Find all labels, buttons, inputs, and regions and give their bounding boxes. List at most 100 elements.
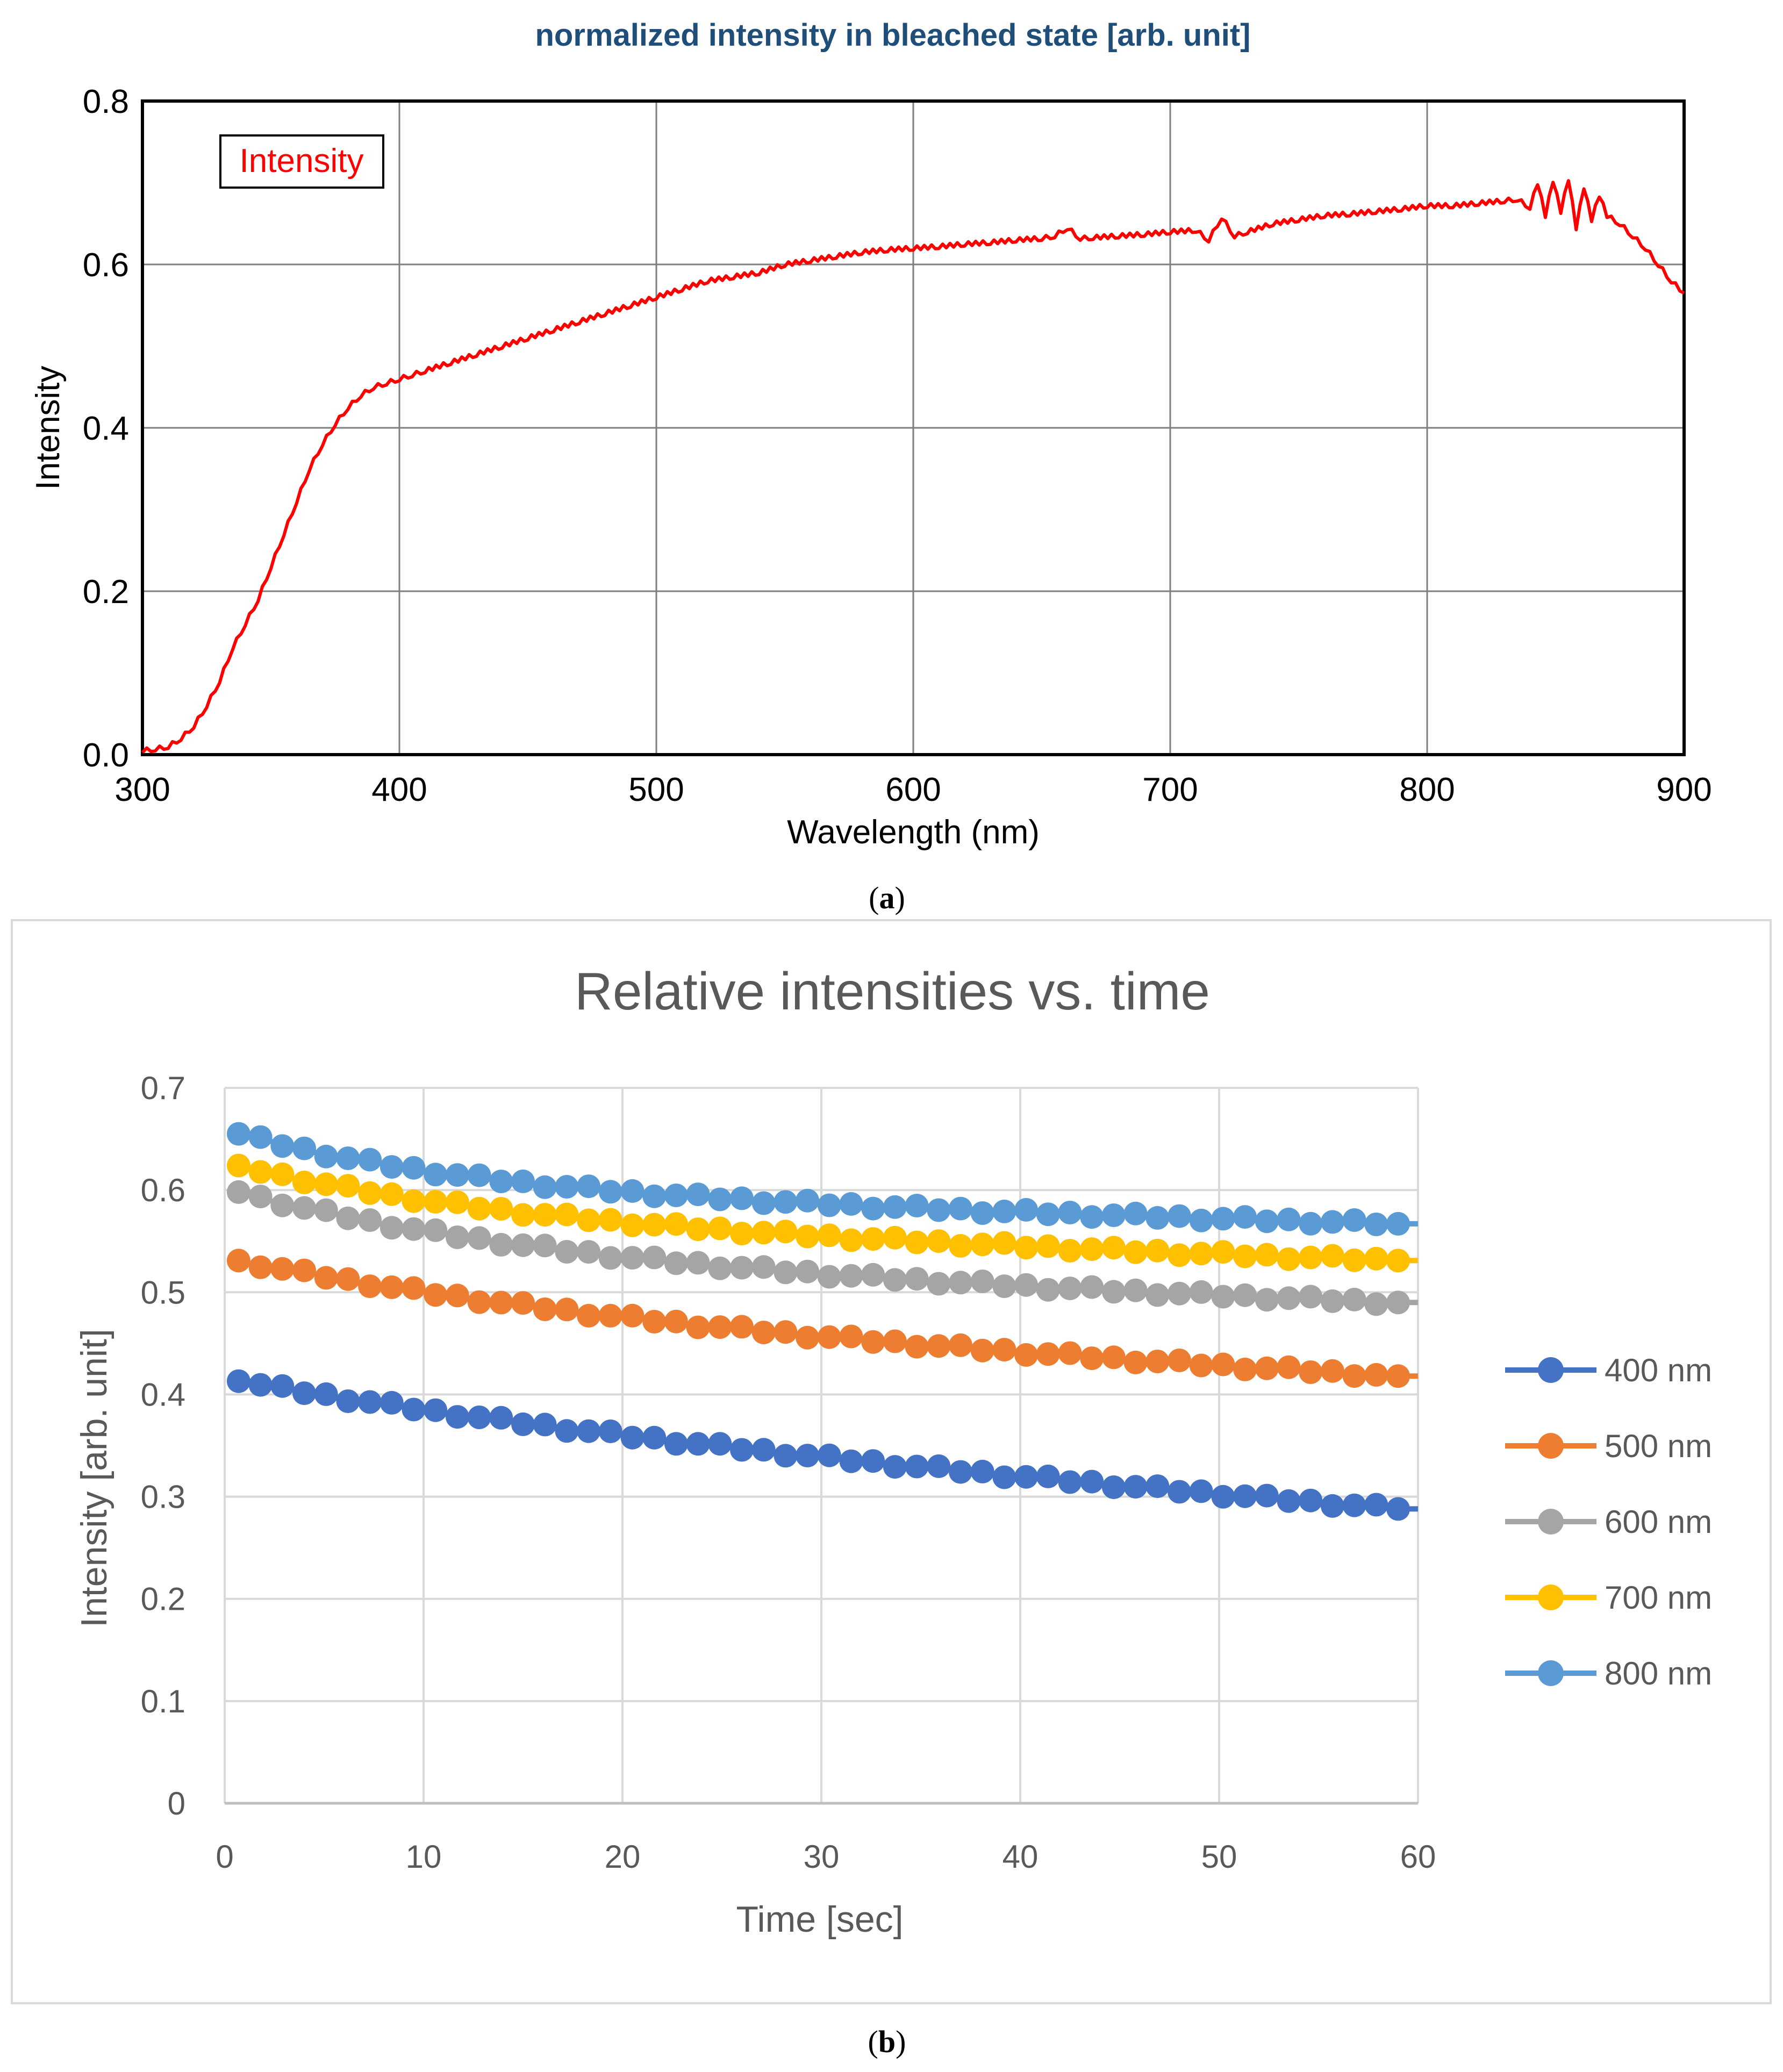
chart-b-point-400-nm — [1036, 1464, 1060, 1488]
chart-b-point-800-nm — [949, 1196, 972, 1221]
chart-b-point-600-nm — [1386, 1290, 1410, 1315]
chart-b-series-700-nm — [226, 1153, 1418, 1273]
chart-b-point-400-nm — [1058, 1470, 1082, 1494]
chart-b-point-500-nm — [1277, 1355, 1301, 1379]
chart-b-point-500-nm — [577, 1303, 601, 1328]
chart-b-point-800-nm — [774, 1190, 798, 1214]
chart-b-point-600-nm — [839, 1264, 863, 1288]
chart-b-point-500-nm — [992, 1338, 1016, 1362]
chart-b-point-500-nm — [708, 1315, 732, 1339]
chart-b-legend-label: 600 nm — [1605, 1504, 1712, 1540]
chart-b-point-700-nm — [642, 1213, 667, 1237]
chart-b-point-600-nm — [314, 1198, 338, 1222]
chart-b-point-400-nm — [1211, 1485, 1235, 1509]
chart-b-point-700-nm — [686, 1217, 710, 1242]
chart-b-point-400-nm — [314, 1382, 338, 1406]
chart-a-x-tick-labels: 300 400 500 600 700 800 900 — [114, 771, 1712, 808]
chart-b-point-400-nm — [1320, 1494, 1344, 1518]
chart-a-x-tick-label: 300 — [114, 771, 170, 808]
chart-b-series-400-nm — [226, 1369, 1418, 1521]
chart-b-point-400-nm — [905, 1454, 929, 1479]
chart-b-point-600-nm — [1233, 1283, 1257, 1307]
chart-b-point-500-nm — [445, 1284, 469, 1308]
chart-b-point-400-nm — [1014, 1465, 1039, 1489]
chart-b-title: Relative intensities vs. time — [575, 962, 1210, 1021]
chart-b-point-800-nm — [751, 1191, 776, 1215]
chart-a-y-tick-label: 0.2 — [83, 573, 129, 611]
chart-b-point-700-nm — [577, 1208, 601, 1232]
chart-b-point-800-nm — [292, 1136, 316, 1160]
chart-b-point-700-nm — [1233, 1244, 1257, 1268]
chart-b-y-tick-label: 0.2 — [141, 1581, 185, 1617]
chart-b-x-tick-labels: 0 10 20 30 40 50 60 — [216, 1839, 1436, 1875]
chart-b-point-400-nm — [1233, 1484, 1257, 1508]
chart-b-point-800-nm — [248, 1125, 273, 1149]
chart-b-point-600-nm — [1014, 1273, 1039, 1297]
chart-b-point-400-nm — [226, 1369, 250, 1393]
chart-a-x-tick-label: 800 — [1399, 771, 1455, 808]
chart-b-point-800-nm — [1036, 1202, 1060, 1227]
chart-b-point-600-nm — [467, 1226, 491, 1250]
chart-b-legend-item: 400 nm — [1505, 1352, 1712, 1388]
chart-b-point-500-nm — [358, 1274, 382, 1299]
chart-b-series-800-nm — [226, 1122, 1418, 1236]
chart-b-point-600-nm — [1364, 1292, 1388, 1316]
chart-b-point-800-nm — [861, 1196, 885, 1221]
chart-b-point-800-nm — [555, 1175, 579, 1199]
chart-a-y-tick-label: 0.0 — [83, 737, 129, 774]
chart-b-point-700-nm — [774, 1220, 798, 1244]
chart-b-point-600-nm — [445, 1225, 469, 1249]
chart-b-point-800-nm — [686, 1182, 710, 1207]
chart-b-point-800-nm — [708, 1187, 732, 1211]
chart-b-legend-item: 700 nm — [1505, 1580, 1712, 1616]
chart-b-point-400-nm — [774, 1444, 798, 1468]
chart-b-x-tick-label: 50 — [1201, 1839, 1237, 1875]
chart-b-point-400-nm — [511, 1412, 535, 1436]
chart-b-point-600-nm — [424, 1218, 448, 1242]
chart-b-point-700-nm — [1277, 1247, 1301, 1271]
chart-b-point-600-nm — [1277, 1286, 1301, 1310]
chart-b-point-800-nm — [511, 1169, 535, 1193]
chart-b-point-600-nm — [927, 1272, 951, 1296]
chart-b-point-500-nm — [555, 1297, 579, 1322]
chart-a-y-tick-labels: 0.0 0.2 0.4 0.6 0.8 — [83, 83, 129, 774]
chart-b-point-400-nm — [1189, 1479, 1213, 1503]
chart-b-point-600-nm — [555, 1240, 579, 1264]
chart-b-xlabel: Time [sec] — [736, 1899, 903, 1940]
chart-b-point-500-nm — [1123, 1350, 1148, 1374]
chart-b-point-700-nm — [555, 1202, 579, 1227]
chart-b-point-400-nm — [336, 1389, 360, 1413]
chart-b-point-700-nm — [379, 1182, 404, 1206]
chart-b-point-800-nm — [1386, 1211, 1410, 1236]
chart-b-point-700-nm — [861, 1227, 885, 1251]
chart-b-point-700-nm — [1080, 1237, 1104, 1261]
chart-a-series-line-intensity — [141, 179, 1685, 754]
chart-b-point-800-nm — [467, 1163, 491, 1187]
chart-b-point-600-nm — [292, 1196, 316, 1220]
chart-b-legend-swatch-marker — [1538, 1660, 1564, 1686]
chart-b-point-800-nm — [226, 1122, 250, 1146]
chart-b-point-700-nm — [1145, 1238, 1170, 1263]
chart-b-point-700-nm — [883, 1225, 907, 1250]
caption-b: (b) — [868, 2024, 906, 2059]
chart-b-legend-item: 800 nm — [1505, 1655, 1712, 1691]
chart-b-point-700-nm — [1211, 1240, 1235, 1264]
chart-b-point-600-nm — [949, 1271, 972, 1295]
chart-b-legend-label: 700 nm — [1605, 1580, 1712, 1616]
chart-b-point-400-nm — [1277, 1489, 1301, 1513]
chart-b-point-600-nm — [642, 1245, 667, 1270]
chart-b-point-400-nm — [1101, 1475, 1126, 1499]
chart-b-y-tick-label: 0.7 — [141, 1070, 185, 1106]
chart-b-point-800-nm — [642, 1184, 667, 1208]
chart-b-point-600-nm — [708, 1256, 732, 1280]
chart-b-point-600-nm — [1189, 1280, 1213, 1304]
chart-b-point-500-nm — [336, 1267, 360, 1291]
chart-b-point-500-nm — [598, 1303, 622, 1328]
chart-b-point-400-nm — [883, 1455, 907, 1479]
chart-b-point-500-nm — [226, 1249, 250, 1273]
chart-b-point-700-nm — [708, 1216, 732, 1241]
chart-b-point-400-nm — [642, 1425, 667, 1450]
chart-b-point-600-nm — [533, 1234, 557, 1258]
chart-b-point-600-nm — [1080, 1275, 1104, 1299]
chart-b-point-400-nm — [1386, 1497, 1410, 1521]
